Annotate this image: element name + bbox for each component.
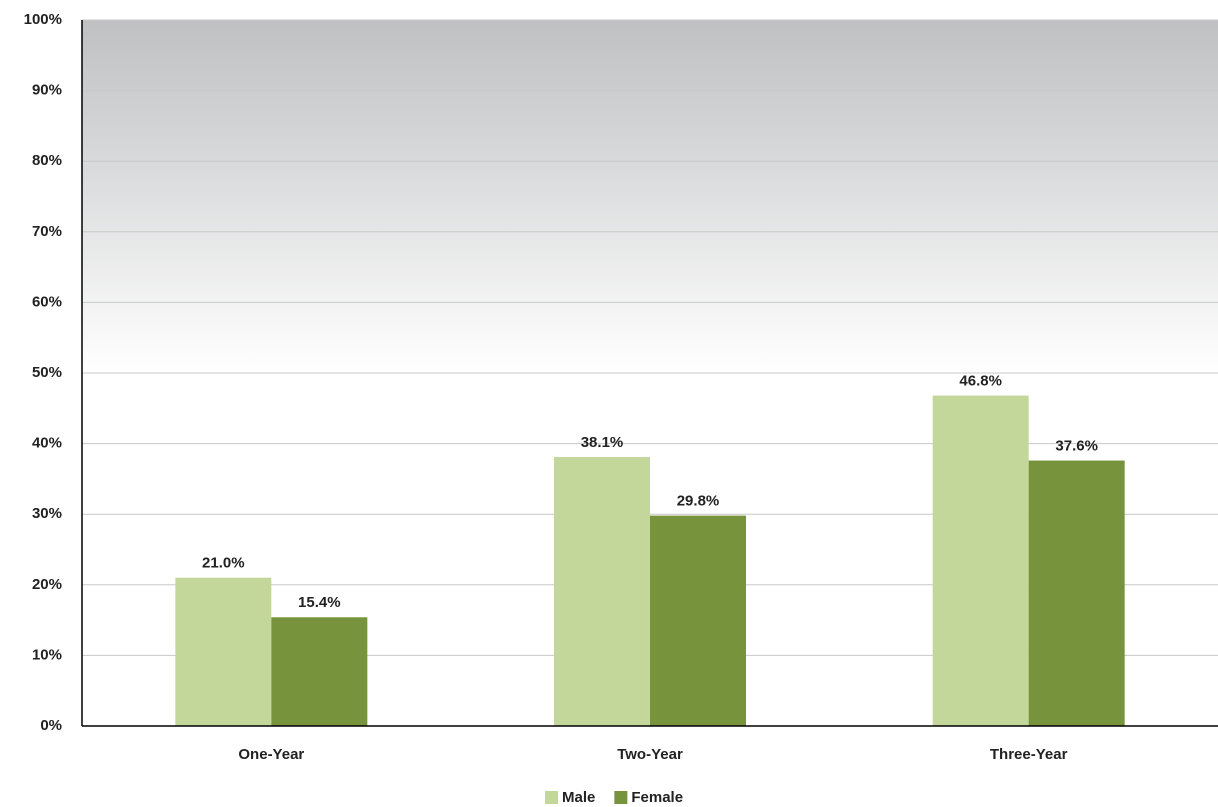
value-label: 15.4% (298, 594, 341, 611)
x-tick-label: Three-Year (990, 746, 1068, 763)
value-label: 21.0% (202, 555, 245, 572)
value-label: 37.6% (1055, 438, 1098, 455)
bar (650, 515, 746, 726)
legend-label: Male (562, 789, 595, 806)
y-tick-label: 30% (32, 505, 62, 522)
y-tick-label: 100% (24, 11, 62, 28)
legend-swatch (614, 791, 628, 804)
bar (932, 395, 1029, 726)
y-tick-label: 20% (32, 576, 62, 593)
y-tick-label: 70% (32, 223, 62, 240)
y-tick-label: 10% (32, 646, 62, 663)
value-label: 29.8% (677, 493, 720, 510)
value-label: 46.8% (959, 373, 1002, 390)
y-tick-label: 90% (32, 82, 62, 99)
y-tick-label: 0% (40, 717, 62, 734)
bar (175, 577, 272, 726)
y-tick-label: 40% (32, 435, 62, 452)
bar (1028, 460, 1125, 726)
x-tick-label: One-Year (238, 746, 304, 763)
y-tick-label: 60% (32, 293, 62, 310)
legend-swatch (545, 791, 558, 804)
y-tick-label: 50% (32, 364, 62, 381)
y-tick-label: 80% (32, 152, 62, 169)
legend-label: Female (631, 789, 683, 806)
value-label: 38.1% (581, 434, 624, 451)
bar (271, 617, 368, 726)
x-tick-label: Two-Year (617, 746, 683, 763)
bar (554, 457, 650, 726)
